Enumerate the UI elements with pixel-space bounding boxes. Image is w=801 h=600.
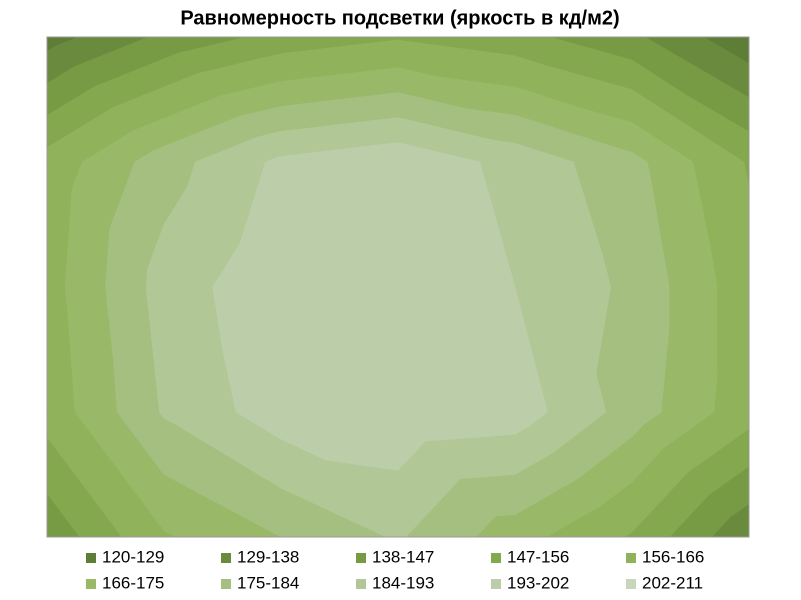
legend-swatch <box>221 579 231 589</box>
legend-label: 202-211 <box>642 573 703 592</box>
legend-label: 138-147 <box>372 547 434 566</box>
legend-label: 147-156 <box>507 547 569 566</box>
legend-swatch <box>221 553 231 563</box>
plot-border <box>46 36 750 538</box>
legend-swatch <box>626 579 636 589</box>
legend-label: 120-129 <box>102 547 164 566</box>
legend-swatch <box>626 553 636 563</box>
contour-region <box>397 411 426 472</box>
legend: 120-129 129-138 138-147 147-156 156-166 166-1… <box>86 547 704 592</box>
legend-label: 156-166 <box>642 547 704 566</box>
legend-swatch <box>356 579 366 589</box>
legend-label: 175-184 <box>237 573 299 592</box>
legend-swatch <box>86 553 96 563</box>
contour-region <box>163 411 176 425</box>
legend-label: 193-202 <box>507 573 569 592</box>
plot-area <box>46 36 750 538</box>
legend-label: 166-175 <box>102 573 164 592</box>
legend-label: 184-193 <box>372 573 434 592</box>
legend-swatch <box>491 579 501 589</box>
chart-title: Равномерность подсветки (яркость в кд/м2… <box>180 7 619 29</box>
contour-region <box>280 411 327 461</box>
legend-swatch <box>491 553 501 563</box>
legend-swatch <box>356 553 366 563</box>
contour-region <box>514 411 530 435</box>
contour-region <box>631 411 645 438</box>
legend-label: 129-138 <box>237 547 299 566</box>
legend-swatch <box>86 579 96 589</box>
